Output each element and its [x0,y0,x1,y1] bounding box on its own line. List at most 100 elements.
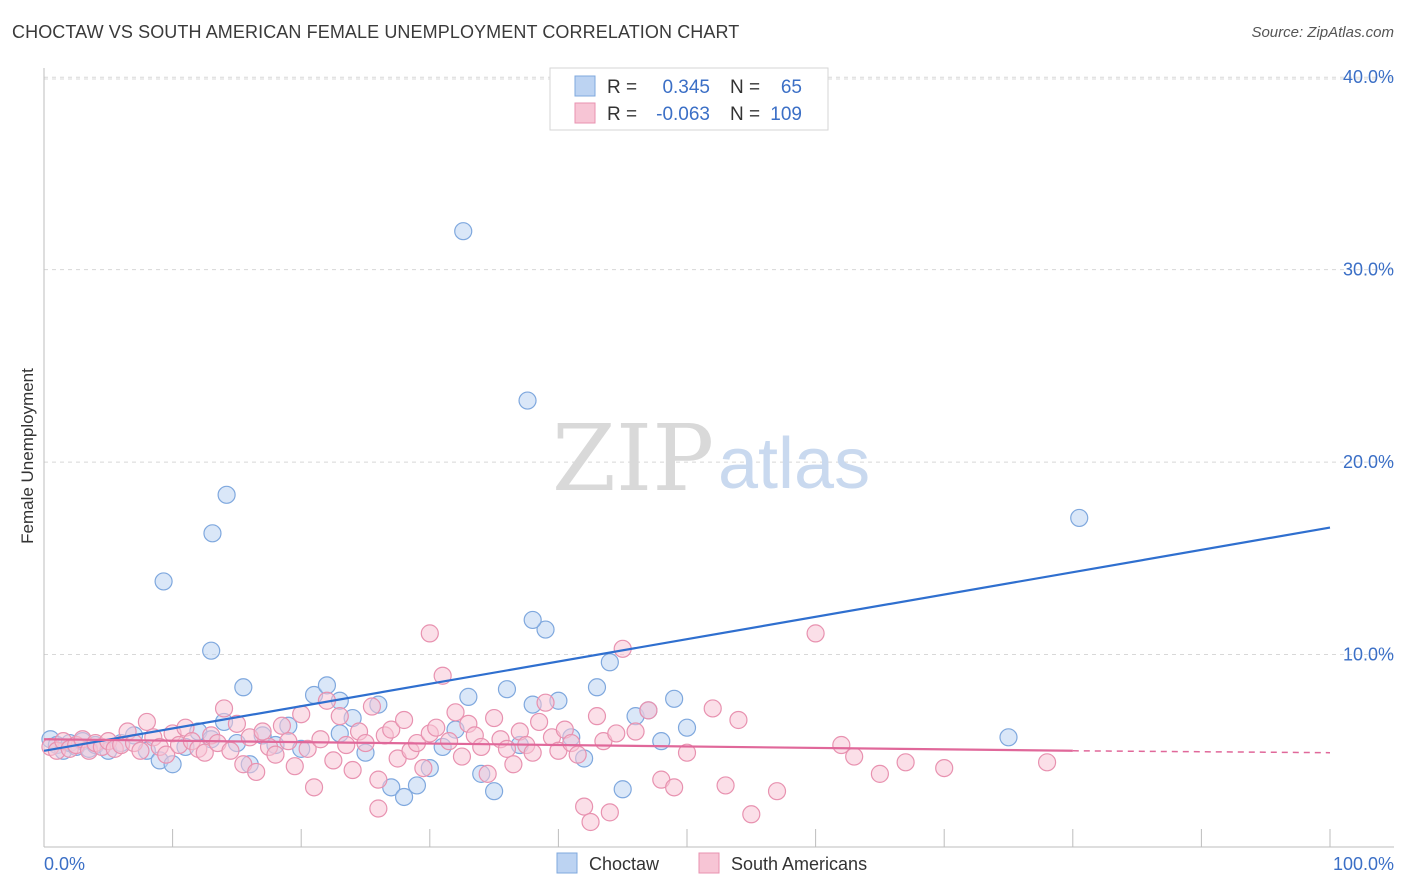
gridlines [44,76,1394,656]
south-americans-point [227,714,246,733]
choctaw-point [202,641,221,660]
south-americans-point [523,743,542,762]
x-tick-marks [43,829,1331,847]
choctaw-point [234,678,253,697]
south-americans-point [394,710,414,730]
south-americans-point [330,707,349,726]
choctaw-trendline [43,526,1331,752]
south-americans-point [214,699,234,718]
south-americans-point [369,770,388,789]
chart-source: Source: ZipAtlas.com [1251,24,1394,41]
south-americans-point [478,764,497,783]
south-americans-point [742,805,761,824]
south-americans-point [587,707,607,726]
south-americans-point [362,697,382,716]
y-tick-label: 40.0% [1343,67,1394,87]
south-americans-point [806,624,825,643]
south-americans-points [41,624,1057,832]
south-americans-point [298,739,317,758]
y-tick-label: 20.0% [1343,452,1394,472]
south-americans-trendline [43,738,1073,752]
south-americans-point [311,730,330,749]
south-americans-point [485,708,504,728]
south-americans-point [137,712,156,732]
choctaw-point [217,485,236,504]
south-americans-point [626,722,645,741]
legend-r-choctaw: 0.345 [662,77,710,98]
y-tick-label: 10.0% [1343,645,1394,665]
choctaw-point [394,787,414,807]
south-americans-point [845,747,864,766]
south-americans-point [414,758,433,778]
legend-r-label-choctaw: R = [607,77,637,98]
south-americans-point [677,743,697,762]
south-americans-point [420,624,439,643]
watermark-atlas: atlas [718,424,870,504]
bottom-legend-swatch-south-americans [698,852,720,874]
legend-r-south-americans: -0.063 [656,104,710,125]
trendlines [43,526,1331,754]
choctaw-point [407,776,427,795]
choctaw-points [41,222,1089,807]
choctaw-point [613,780,632,799]
south-americans-point [767,782,787,801]
legend-box [549,67,829,131]
south-americans-point [504,755,523,774]
south-americans-point [343,760,362,780]
south-americans-point [935,758,954,778]
choctaw-point [1070,508,1089,528]
south-americans-point [253,722,272,741]
south-americans-point [896,753,915,772]
south-americans-point [131,741,150,760]
south-americans-point [607,724,626,743]
south-americans-point [221,741,240,760]
y-tick-label: 30.0% [1343,260,1394,280]
choctaw-point [536,620,555,639]
south-americans-point [369,799,388,818]
legend-n-label-choctaw: N = [730,77,760,98]
legend-n-choctaw: 65 [781,77,802,98]
south-americans-point [439,732,459,751]
south-americans-point [639,701,658,720]
choctaw-point [459,687,478,706]
bottom-legend: Choctaw South Americans [556,852,867,874]
choctaw-point [203,524,222,543]
bottom-legend-south-americans: South Americans [731,854,867,874]
x-tick-label-min: 0.0% [44,854,85,874]
legend-r-label-south-americans: R = [607,104,637,125]
legend-swatch-choctaw [574,75,596,97]
choctaw-point [154,572,173,591]
south-americans-point [452,747,472,766]
legend: R = 0.345 N = 65 R = -0.063 N = 109 [549,67,829,131]
south-americans-point [600,803,619,822]
south-americans-point [665,778,684,797]
south-americans-point [530,712,549,732]
south-americans-point [581,812,600,832]
x-tick-label-max: 100.0% [1333,854,1394,874]
choctaw-point [497,680,517,699]
choctaw-point [600,653,619,672]
bottom-legend-swatch-choctaw [556,852,578,874]
south-americans-point [446,703,465,722]
south-americans-point [324,751,343,770]
south-americans-point [272,716,292,735]
south-americans-point [575,797,594,816]
south-americans-point [536,693,555,712]
south-americans-point [870,764,890,783]
choctaw-point [518,391,537,410]
south-americans-point [285,757,304,776]
legend-n-label-south-americans: N = [730,104,760,125]
south-americans-trendline-extension [1072,750,1331,754]
south-americans-point [247,762,266,782]
choctaw-point [485,782,504,801]
south-americans-point [568,745,587,764]
chart-title: CHOCTAW VS SOUTH AMERICAN FEMALE UNEMPLO… [12,22,740,42]
choctaw-point [665,689,684,708]
south-americans-point [703,699,722,718]
south-americans-point [266,745,285,764]
legend-swatch-south-americans [574,102,596,124]
legend-n-south-americans: 109 [770,104,802,125]
choctaw-point [317,676,337,695]
south-americans-point [427,718,446,737]
